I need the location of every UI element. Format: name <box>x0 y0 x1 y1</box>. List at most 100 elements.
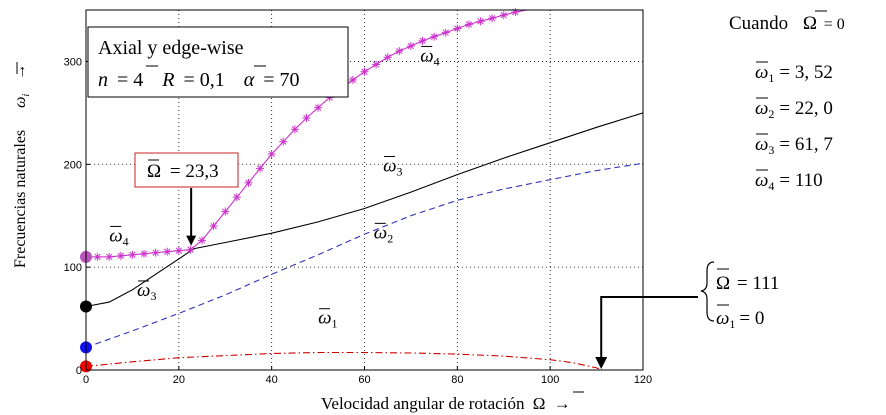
curve-label-ω3: ω3 <box>137 280 156 303</box>
x-tick-label: 60 <box>358 374 370 386</box>
series-4-star-point <box>314 103 323 112</box>
critical-value: = 111 <box>737 273 780 294</box>
critical-omega-line: Ω = 111 <box>716 273 779 294</box>
x-axis-arrow: → <box>554 394 571 413</box>
y-tick-label: 300 <box>64 56 82 68</box>
side-panel: Cuando Ω = 0 ω1 = 3, 52 ω2 = 22, 0 ω3 = 61, 7… <box>729 10 845 193</box>
x-tick-label: 80 <box>451 374 463 386</box>
critical-symbol: Ω <box>716 273 730 294</box>
critical-arrow-head <box>595 357 608 369</box>
critical-annotation: Ω = 111 ω1 = 0 <box>700 261 779 331</box>
side-panel-title: Cuando Ω = 0 <box>729 13 845 34</box>
series-4-star-point <box>140 249 149 258</box>
y-tick-label: 100 <box>64 262 82 274</box>
svg-text:ω3= 61, 7: ω3 = 61, 7 <box>755 134 833 157</box>
svg-text:ω2: ω2 <box>374 222 393 245</box>
critical-w-sub: 1 <box>729 317 735 331</box>
legend-alpha-symbol: α <box>244 69 255 91</box>
svg-text:ω2= 22, 0: ω2 = 22, 0 <box>755 98 833 121</box>
svg-text:ω3: ω3 <box>137 280 156 303</box>
series-4-star-point <box>302 114 311 122</box>
series-4-star-point <box>372 60 381 69</box>
series-4-star-point <box>348 75 357 84</box>
series-4-star-point <box>441 28 450 37</box>
side-panel-condition-symbol: Ω <box>803 13 817 34</box>
side-panel-cuando: Cuando <box>729 13 788 34</box>
series-4-star-point <box>232 193 241 202</box>
legend-n-value: = 4 <box>117 69 143 91</box>
svg-text:ω4: ω4 <box>420 45 439 68</box>
y-axis-arrow: → <box>12 64 29 80</box>
legend-params: n = 4 R = 0,1 α = 70 <box>98 69 300 91</box>
svg-text:ω1: ω1 <box>318 308 337 331</box>
svg-text:ω3: ω3 <box>383 155 402 178</box>
series-line-2 <box>85 162 644 348</box>
critical-arrow <box>600 296 698 358</box>
curve-labels: ω4 ω3 ω2 ω1 ω4 ω3 <box>109 45 439 330</box>
ticks: 0 20 40 60 80 100 120 0 100 200 300 <box>64 56 653 386</box>
curve-label-ω4: ω4 <box>109 225 128 248</box>
x-axis-symbol: Ω <box>533 394 546 413</box>
series-4-star-point <box>476 17 485 26</box>
legend-R-value: = 0,1 <box>184 69 225 91</box>
series-4-star-point <box>488 14 497 23</box>
legend-title: Axial y edge-wise <box>98 37 244 59</box>
critical-w-symbol: ω <box>716 308 729 329</box>
y-axis-title: Frecuencias naturales ωi → <box>12 64 32 268</box>
series-4-star-point <box>406 42 415 50</box>
series-4-star-point <box>221 207 230 216</box>
legend-R-symbol: R <box>161 69 174 91</box>
y-axis-label: Frecuencias naturales <box>12 130 29 268</box>
x-tick-label: 100 <box>541 374 559 386</box>
callout-arrow-head <box>186 235 197 246</box>
series-4-star-point <box>163 247 172 256</box>
series-4-star-point <box>395 47 404 56</box>
side-item-2: ω2 = 22, 0 <box>755 97 833 121</box>
curve-label-ω1: ω1 <box>318 308 337 331</box>
x-tick-label: 20 <box>173 374 185 386</box>
series-4-star-point <box>383 53 392 62</box>
svg-text:ω4: ω4 <box>109 225 128 248</box>
series-4-star-point <box>174 246 183 255</box>
side-item-1: ω1 = 3, 52 <box>755 61 833 85</box>
svg-text:ω1= 3, 52: ω1 = 3, 52 <box>755 62 833 85</box>
series-4-star-point <box>209 222 218 230</box>
legend-n-symbol: n <box>98 69 108 91</box>
critical-w1-line: ω1 = 0 <box>716 308 764 331</box>
callout-value: = 23,3 <box>170 161 219 182</box>
y-tick-label: 0 <box>76 365 82 377</box>
series-4-star-point <box>186 245 195 254</box>
curve-label-ω4: ω4 <box>420 45 439 68</box>
side-panel-items: ω1 = 3, 52 ω2 = 22, 0 ω3 = 61, 7 ω4 = 110 <box>755 61 833 193</box>
side-item-4: ω4 = 110 <box>755 169 823 193</box>
series-4-star-point <box>116 251 125 260</box>
callout-text: Ω = 23,3 <box>147 161 219 182</box>
side-panel-condition-value: = 0 <box>824 16 845 33</box>
series-4-star-point <box>128 250 137 259</box>
series-4-star-point <box>499 11 508 20</box>
series-4-star-point <box>151 248 160 257</box>
legend-alpha-value: = 70 <box>263 69 299 91</box>
series-4-star-point <box>418 36 427 45</box>
series-4-star-point <box>198 236 207 245</box>
series-4-star-point <box>279 137 288 146</box>
series-4-star-point <box>290 125 299 134</box>
series-4-star-point <box>430 32 439 41</box>
legend-box: Axial y edge-wise n = 4 R = 0,1 α = 70 <box>87 26 349 98</box>
x-axis-title: Velocidad angular de rotación Ω → <box>321 394 571 413</box>
series-line-3 <box>85 112 644 308</box>
series-4-star-point <box>464 20 473 29</box>
y-tick-label: 200 <box>64 159 82 171</box>
series-4-star-point <box>256 164 265 173</box>
series-4-star-point <box>511 8 520 17</box>
series-4-star-point <box>93 252 102 261</box>
side-item-3: ω3 = 61, 7 <box>755 133 833 157</box>
critical-w-value: = 0 <box>739 308 764 329</box>
series-4-star-point <box>244 178 253 187</box>
svg-text:ω4= 110: ω4 = 110 <box>755 170 823 193</box>
series-line-1 <box>85 351 602 371</box>
curve-label-ω2: ω2 <box>374 222 393 245</box>
curve-label-ω3: ω3 <box>383 155 402 178</box>
x-tick-label: 0 <box>83 374 89 386</box>
